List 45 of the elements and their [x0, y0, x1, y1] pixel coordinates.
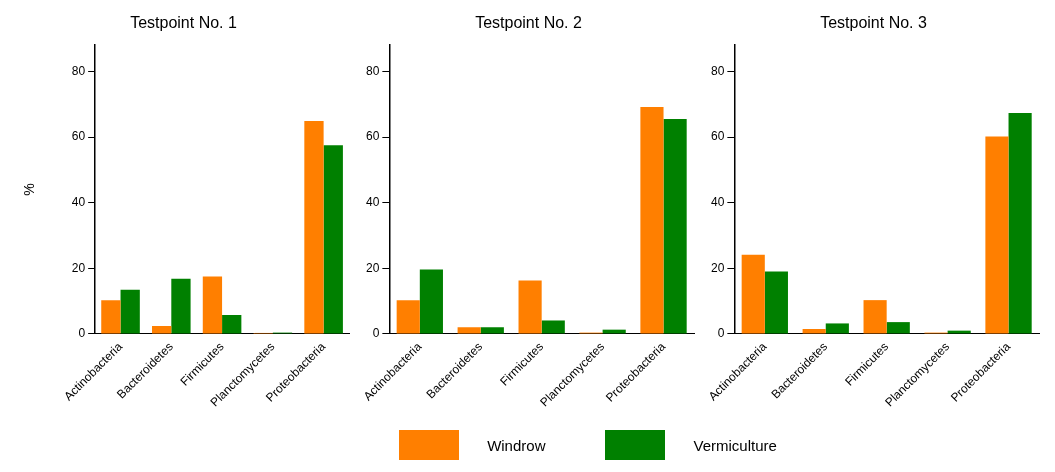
bar — [152, 326, 172, 334]
y-tick-label: 20 — [365, 260, 380, 275]
chart-title: Testpoint No. 1 — [130, 14, 237, 32]
y-tick-label: 20 — [710, 260, 725, 275]
bar — [541, 320, 565, 334]
bar — [663, 119, 687, 334]
bar — [457, 327, 481, 334]
y-tick-label: 20 — [71, 260, 86, 275]
y-axis-title: % — [21, 183, 38, 196]
bar — [304, 120, 324, 334]
bar — [764, 271, 788, 334]
y-tick-label: 40 — [71, 195, 86, 209]
bar — [480, 327, 504, 334]
y-tick-label: 60 — [365, 129, 380, 144]
bar — [741, 254, 765, 334]
legend-label: Vermiculture — [693, 436, 777, 454]
y-tick-label: 80 — [365, 63, 380, 78]
bar — [985, 136, 1009, 334]
y-tick-label: 0 — [372, 326, 380, 341]
bar — [222, 314, 242, 334]
y-tick-label: 60 — [710, 129, 725, 144]
y-tick-label: 80 — [710, 63, 725, 78]
y-tick-label: 40 — [710, 195, 725, 209]
y-tick-label: 40 — [365, 195, 380, 209]
bar — [825, 323, 849, 334]
bar — [323, 145, 343, 334]
y-tick-label: 0 — [717, 326, 725, 341]
bar — [863, 300, 887, 334]
bar — [120, 289, 140, 334]
bar — [396, 300, 420, 334]
bar — [171, 278, 191, 334]
bar — [802, 329, 826, 334]
y-tick-label: 60 — [71, 129, 86, 144]
chart-title: Testpoint No. 3 — [820, 14, 927, 32]
bar — [518, 280, 542, 334]
legend-label: Windrow — [487, 436, 546, 454]
chart-title: Testpoint No. 2 — [475, 14, 582, 32]
bar — [419, 269, 443, 334]
y-tick-label: 80 — [71, 63, 86, 78]
bar — [886, 322, 910, 334]
y-tick-label: 0 — [78, 326, 86, 341]
bar — [202, 276, 223, 334]
bar — [640, 106, 664, 334]
bar — [101, 300, 121, 334]
bar — [1008, 113, 1032, 334]
